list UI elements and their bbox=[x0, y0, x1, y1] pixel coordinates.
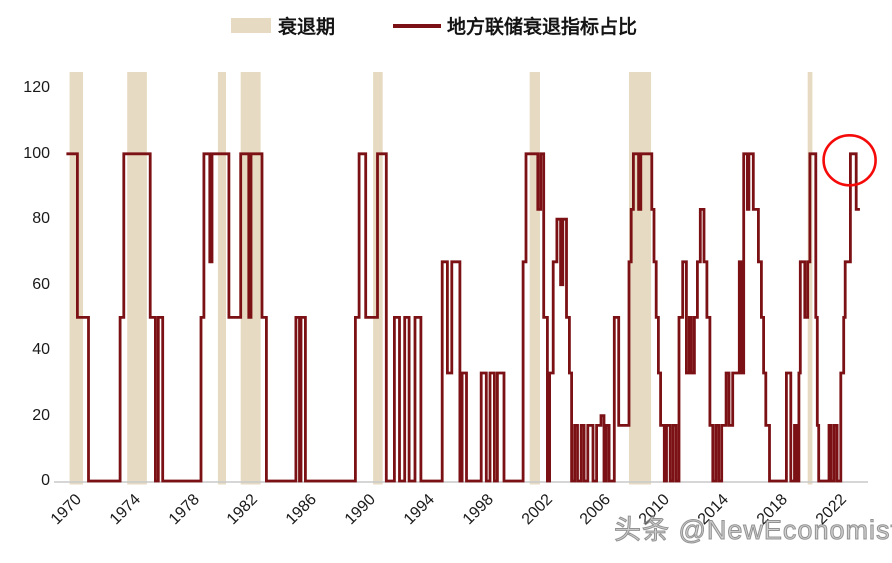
recession-band bbox=[629, 72, 652, 485]
y-tick-label: 0 bbox=[41, 472, 50, 489]
indicator-line-legend-label: 地方联储衰退指标占比 bbox=[447, 17, 638, 38]
y-tick-label: 20 bbox=[32, 406, 50, 424]
recession-band bbox=[127, 72, 147, 485]
recession-band bbox=[529, 72, 540, 485]
y-tick-label: 120 bbox=[23, 79, 50, 97]
recession-band-legend-label: 衰退期 bbox=[278, 17, 336, 38]
recession-band bbox=[807, 72, 813, 485]
indicator-line-legend-swatch bbox=[393, 23, 442, 28]
highlight-circle bbox=[822, 134, 877, 187]
recession-band-legend-swatch bbox=[231, 18, 271, 33]
legend: 衰退期 地方联储衰退指标占比 bbox=[231, 12, 637, 39]
y-tick-label: 40 bbox=[32, 341, 50, 359]
y-tick-label: 100 bbox=[23, 144, 50, 162]
y-tick-label: 60 bbox=[32, 275, 50, 293]
indicator-line bbox=[66, 152, 860, 483]
y-tick-label: 80 bbox=[32, 210, 50, 228]
recession-band bbox=[217, 72, 226, 485]
